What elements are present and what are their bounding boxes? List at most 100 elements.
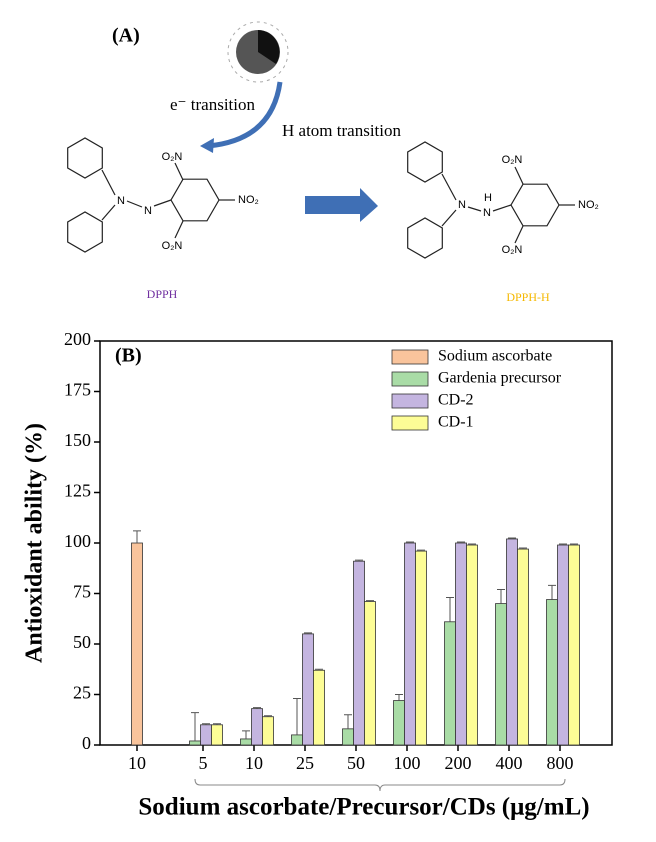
error-bar [355,559,363,562]
panel-label: (A) [112,25,140,47]
group: NO₂ [578,199,599,211]
error-bar [548,584,556,600]
legend-swatch [391,415,429,431]
bracket [194,778,566,792]
atom: H [484,192,492,204]
y-tick-label: 175 [64,380,91,400]
x-tick-label: 100 [394,753,421,773]
atom: N [144,205,152,217]
arrowhead [200,138,214,153]
bar [557,544,569,746]
group: O₂N [162,151,183,163]
bar [568,544,580,746]
bar [364,601,376,746]
bar [517,548,529,746]
legend-swatch [391,393,429,409]
bar [393,700,405,746]
bond [153,199,172,207]
atom: N [483,207,491,219]
error-bar [559,543,567,546]
atom: N [117,195,125,207]
reaction-arrow [305,188,378,222]
bar [546,599,558,746]
x-tick-label: 5 [199,753,208,773]
bond [514,225,524,244]
error-bar [242,730,250,739]
x-tick-label: 800 [547,753,574,773]
atom: N [458,199,466,211]
error-bar [293,698,301,735]
bar [415,550,427,746]
y-tick-label: 75 [73,582,91,602]
error-bar [202,723,210,725]
reactant-name: DPPH [147,287,178,301]
bar [211,724,223,746]
error-bar [191,712,199,741]
bar [353,560,365,746]
error-bar [519,547,527,550]
bar [313,669,325,746]
hydrogen-label: H atom transition [282,121,401,140]
y-tick-label: 25 [73,683,91,703]
ring [67,137,103,179]
error-bar [253,707,261,709]
bar [251,708,263,746]
nanoparticle-core [258,30,280,64]
bar [302,633,314,746]
bond [441,209,457,227]
group: NO₂ [238,194,259,206]
error-bar [497,588,505,604]
x-tick-label: 50 [347,753,365,773]
legend-swatch [391,349,429,365]
error-bar [395,694,403,701]
bond [514,166,524,185]
error-bar [344,714,352,729]
bond [174,220,184,239]
product-name: DPPH-H [506,290,550,304]
y-tick-label: 100 [64,531,91,551]
x-tick-label: 10 [128,753,146,773]
y-tick-label: 50 [73,632,91,652]
surface-groups [227,21,289,83]
ring [67,211,103,253]
bar [200,724,212,746]
ring [407,141,443,183]
ring [510,183,560,227]
structures [67,137,575,259]
y-tick-label: 200 [64,329,91,349]
error-bar [366,600,374,602]
y-axis-title: Antioxidant ability (%) [22,423,48,663]
bar [240,738,252,746]
x-tick-label: 400 [496,753,523,773]
error-bar [406,541,414,543]
error-bar [213,723,221,725]
bond [441,173,457,201]
error-bar [264,715,272,717]
bond [174,162,184,181]
bar [189,740,201,746]
y-tick-label: 0 [82,733,91,753]
group: O₂N [162,240,183,252]
transition-arrow [207,81,283,149]
bar [444,621,456,746]
bar [466,544,478,746]
bar [291,734,303,746]
error-bar [315,668,323,671]
legend-swatch [391,371,429,387]
error-bar [457,541,465,543]
bar [262,716,274,746]
legend-label: Gardenia precursor [438,370,562,387]
x-axis-title: Sodium ascorbate/Precursor/CDs (μg/mL) [138,794,589,821]
error-bar [570,543,578,546]
bond [126,200,143,208]
x-tick-label: 10 [245,753,263,773]
panel-label: (B) [115,345,142,367]
error-bar [417,549,425,552]
error-bar [133,530,141,543]
group: O₂N [502,244,523,256]
bond [467,206,482,212]
bar [506,538,518,746]
error-bar [508,537,516,539]
bar [404,542,416,746]
